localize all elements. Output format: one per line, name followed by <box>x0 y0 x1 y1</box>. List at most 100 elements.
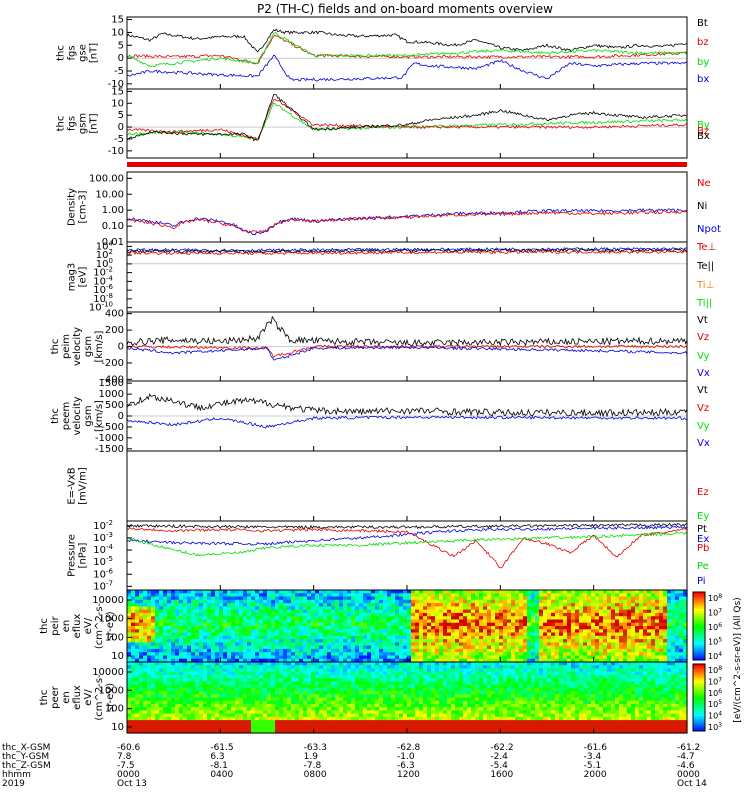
colorbar-cell-0-8 <box>693 605 705 608</box>
frame-efield <box>126 450 688 522</box>
colorbar-tick-0-2: 106 <box>708 622 722 632</box>
xaxis-hhmm-2: 0800 <box>304 770 327 780</box>
ytick-label-pressure-5: 10-7 <box>93 579 113 592</box>
colorbar-cell-1-36 <box>693 724 705 727</box>
ytick-label-peer-eflux-0: 10000 <box>92 667 124 678</box>
series-temperature-Ti⊥ <box>126 246 688 253</box>
legend-density-Npot: Npot <box>697 224 721 235</box>
ylabel-peer-eflux-2: en <box>61 691 72 704</box>
ytick-label-density-1: 10.00 <box>95 189 124 200</box>
legend-fgs-gse-Bt: Bt <box>697 18 708 29</box>
colorbar-frame-0 <box>692 591 706 661</box>
colorbar-cell-0-27 <box>693 637 705 641</box>
colorbar-cell-1-10 <box>693 680 705 683</box>
xaxis-z-6: -4.6 <box>677 761 695 771</box>
colorbar-cell-1-29 <box>693 712 705 715</box>
ylabel-fgs-gse-1: fgs <box>67 45 78 60</box>
colorbar-cell-1-2 <box>693 667 705 670</box>
ylabel-peim-velocity-0: thc <box>50 339 61 355</box>
ytick-label-peer-eflux-3: 10 <box>111 722 124 733</box>
ylabel-pressure-0: Pressure <box>67 534 78 577</box>
colorbar-tick-1-1: 107 <box>708 676 722 686</box>
colorbar-cell-0-36 <box>693 653 705 656</box>
ylabel-peir-eflux-4: eV/ <box>83 617 94 634</box>
xaxis-x-2: -63.3 <box>304 743 327 753</box>
legend-pressure-Pe: Pe <box>697 561 709 572</box>
legend-temperature-Ti||: Ti|| <box>696 298 712 309</box>
colorbar-cell-0-38 <box>693 656 705 659</box>
ytick-label-peer-eflux-2: 100 <box>105 704 124 715</box>
colorbar-cell-0-0 <box>693 592 705 595</box>
ytick-label-peir-eflux-0: 10000 <box>92 595 124 606</box>
xaxis-z-0: -7.5 <box>117 761 135 771</box>
colorbar-cell-0-25 <box>693 634 705 637</box>
colorbar-cell-0-12 <box>693 612 705 615</box>
ylabel-fgs-gse-3: [nT] <box>89 43 100 63</box>
colorbar-cell-1-3 <box>693 669 705 672</box>
colorbar-cell-0-31 <box>693 644 705 647</box>
series-fgs-gse-by <box>126 32 688 68</box>
legend-peim-velocity-Vx: Vx <box>697 368 710 379</box>
ylabel-efield-1: [mV/m] <box>78 467 89 505</box>
legend-pressure-Pi: Pi <box>697 576 706 587</box>
colorbar-frame-1 <box>692 663 706 732</box>
colorbar-cell-1-27 <box>693 709 705 712</box>
xaxis-hhmm-4: 1600 <box>490 770 513 780</box>
ytick-label-density-0: 100.00 <box>89 173 124 184</box>
legend-fgs-gsm-Bx: Bx <box>697 131 710 142</box>
colorbar-tick-1-4: 104 <box>708 711 722 721</box>
ytick-label-pressure-2: 10-4 <box>93 543 113 556</box>
colorbar-tick-0-1: 107 <box>708 608 722 618</box>
xaxis-row-label-1: thc_Y-GSM <box>2 752 49 762</box>
colorbar-cell-1-14 <box>693 687 705 690</box>
xaxis-date-0: Oct 13 <box>117 779 147 789</box>
ytick-label-peim-velocity-0: 400 <box>105 309 124 320</box>
ylabel-efield-0: E=-VxB <box>67 467 78 504</box>
ylabel-peim-velocity-4: [km/s] <box>94 330 105 362</box>
xaxis-y-6: -4.7 <box>677 752 695 762</box>
series-peem-velocity-Vt <box>126 393 688 418</box>
ylabel-temperature-1: [eV] <box>78 267 89 288</box>
xaxis-hhmm-0: 0000 <box>117 770 140 780</box>
colorbar-cell-1-39 <box>693 729 705 732</box>
ytick-label-density-3: 0.10 <box>102 221 124 232</box>
xaxis-z-2: -7.8 <box>304 761 322 771</box>
legend-peim-velocity-Vz: Vz <box>697 332 709 343</box>
xaxis-x-3: -62.8 <box>397 743 421 753</box>
colorbar-cell-0-28 <box>693 639 705 642</box>
xaxis-row-label-3: hhmm <box>2 770 31 780</box>
colorbar-cell-1-11 <box>693 682 705 685</box>
colorbar-cell-1-24 <box>693 704 705 707</box>
ytick-label-pressure-0: 10-2 <box>93 519 113 532</box>
xaxis-z-1: -8.1 <box>210 761 228 771</box>
colorbar-cell-0-21 <box>693 627 705 630</box>
colorbar-cell-0-39 <box>693 658 705 661</box>
colorbar-cell-1-30 <box>693 714 705 717</box>
colorbar-tick-1-3: 105 <box>708 699 722 709</box>
ytick-label-peer-eflux-1: 1000 <box>99 685 124 696</box>
ytick-label-fgs-gsm-0: 15 <box>111 86 124 97</box>
ylabel-peim-velocity-3: gsm <box>83 336 94 357</box>
xaxis-hhmm-3: 1200 <box>397 770 420 780</box>
ylabel-peer-eflux-5: (cm^2-s- <box>94 674 105 721</box>
plot-title: P2 (TH-C) fields and on-board moments ov… <box>257 2 553 16</box>
ylabel-peer-eflux-1: peer <box>50 685 61 709</box>
series-pressure-Pi <box>126 525 688 546</box>
colorbar-cell-1-19 <box>693 695 705 698</box>
legend-fgs-gse-bx: bx <box>697 74 709 85</box>
colorbar-cell-0-26 <box>693 636 705 639</box>
colorbar-cell-1-7 <box>693 675 705 678</box>
series-pressure-Pb <box>126 526 688 569</box>
xaxis-x-4: -62.2 <box>490 743 513 753</box>
legend-efield-Ez: Ez <box>697 487 709 498</box>
ytick-label-fgs-gsm-3: 0 <box>118 122 124 133</box>
ytick-label-peem-velocity-5: -1000 <box>95 433 124 444</box>
legend-peem-velocity-Vx: Vx <box>697 438 710 449</box>
colorbar-cell-1-9 <box>693 679 705 682</box>
series-density-Ne <box>126 209 688 234</box>
ylabel-fgs-gse-0: thc <box>56 45 67 61</box>
